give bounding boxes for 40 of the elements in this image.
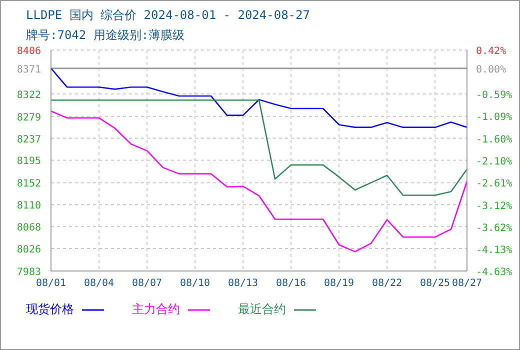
line-series: [51, 100, 467, 196]
y2-tick-label: -1.09%: [476, 112, 512, 124]
y2-tick-label: -4.13%: [476, 245, 512, 256]
line-series: [51, 68, 467, 128]
y2-tick-label: -2.10%: [476, 156, 512, 168]
x-tick-label: 08/27: [452, 278, 482, 290]
y2-tick-label: -3.62%: [476, 222, 512, 234]
y2-tick-label: -2.61%: [476, 178, 512, 190]
y-tick-label: 8026: [16, 244, 41, 256]
y-tick-label: 8322: [16, 90, 41, 101]
x-tick-label: 08/07: [132, 278, 162, 290]
x-tick-label: 08/10: [180, 278, 210, 290]
x-tick-label: 08/19: [324, 278, 354, 290]
y-tick-label: 8195: [16, 156, 41, 168]
y-tick-label: 8237: [16, 134, 41, 146]
line-series: [51, 110, 467, 252]
y-tick-label: 8371: [16, 64, 41, 76]
y2-tick-label: -0.59%: [476, 90, 512, 102]
y2-tick-label: -1.60%: [476, 134, 512, 146]
x-tick-label: 08/16: [276, 278, 306, 290]
x-tick-label: 08/25: [420, 278, 450, 290]
legend-label: 主力合约: [132, 301, 180, 318]
chart-title: LLDPE 国内 综合价 2024-08-01 - 2024-08-27: [26, 7, 310, 24]
y2-tick-label: -3.12%: [476, 200, 512, 212]
x-tick-label: 08/01: [36, 278, 66, 290]
y-tick-label: 8110: [16, 200, 41, 212]
legend-label: 最近合约: [238, 301, 286, 318]
x-tick-label: 08/04: [84, 278, 114, 290]
y2-tick-label: 0.00%: [476, 64, 506, 76]
y2-tick-label: -4.63%: [476, 267, 512, 278]
y-tick-label: 8406: [16, 46, 41, 57]
chart-subtitle: 牌号:7042 用途级别:薄膜级: [26, 27, 185, 44]
legend-label: 现货价格: [26, 301, 74, 318]
y2-tick-label: 0.42%: [476, 46, 506, 57]
x-tick-label: 08/13: [228, 278, 258, 290]
x-tick-label: 08/22: [372, 278, 402, 290]
y-tick-label: 7983: [16, 267, 41, 278]
y-tick-label: 8279: [16, 112, 41, 124]
y-tick-label: 8152: [16, 178, 41, 190]
y-tick-label: 8068: [16, 222, 41, 234]
